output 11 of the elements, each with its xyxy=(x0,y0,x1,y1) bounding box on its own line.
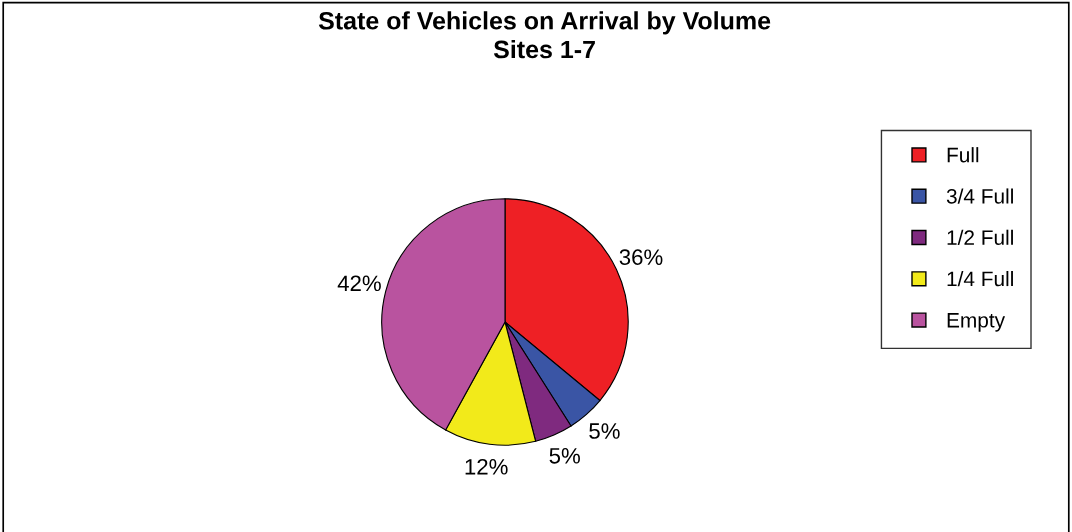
chart-title: State of Vehicles on Arrival by Volume Sites 1-7 xyxy=(318,11,771,59)
legend-label: 3/4 Full xyxy=(946,188,1013,204)
legend-label: Empty xyxy=(947,313,1006,332)
data-label: 36% xyxy=(619,249,663,266)
legend-label: 1/2 Full xyxy=(947,229,1013,245)
data-label: 12% xyxy=(465,458,508,475)
data-label: 5% xyxy=(549,448,580,464)
data-label: 42% xyxy=(337,275,381,292)
legend-label: Full xyxy=(947,147,979,163)
data-label: 5% xyxy=(589,423,620,439)
legend-label: 1/4 Full xyxy=(947,270,1013,287)
